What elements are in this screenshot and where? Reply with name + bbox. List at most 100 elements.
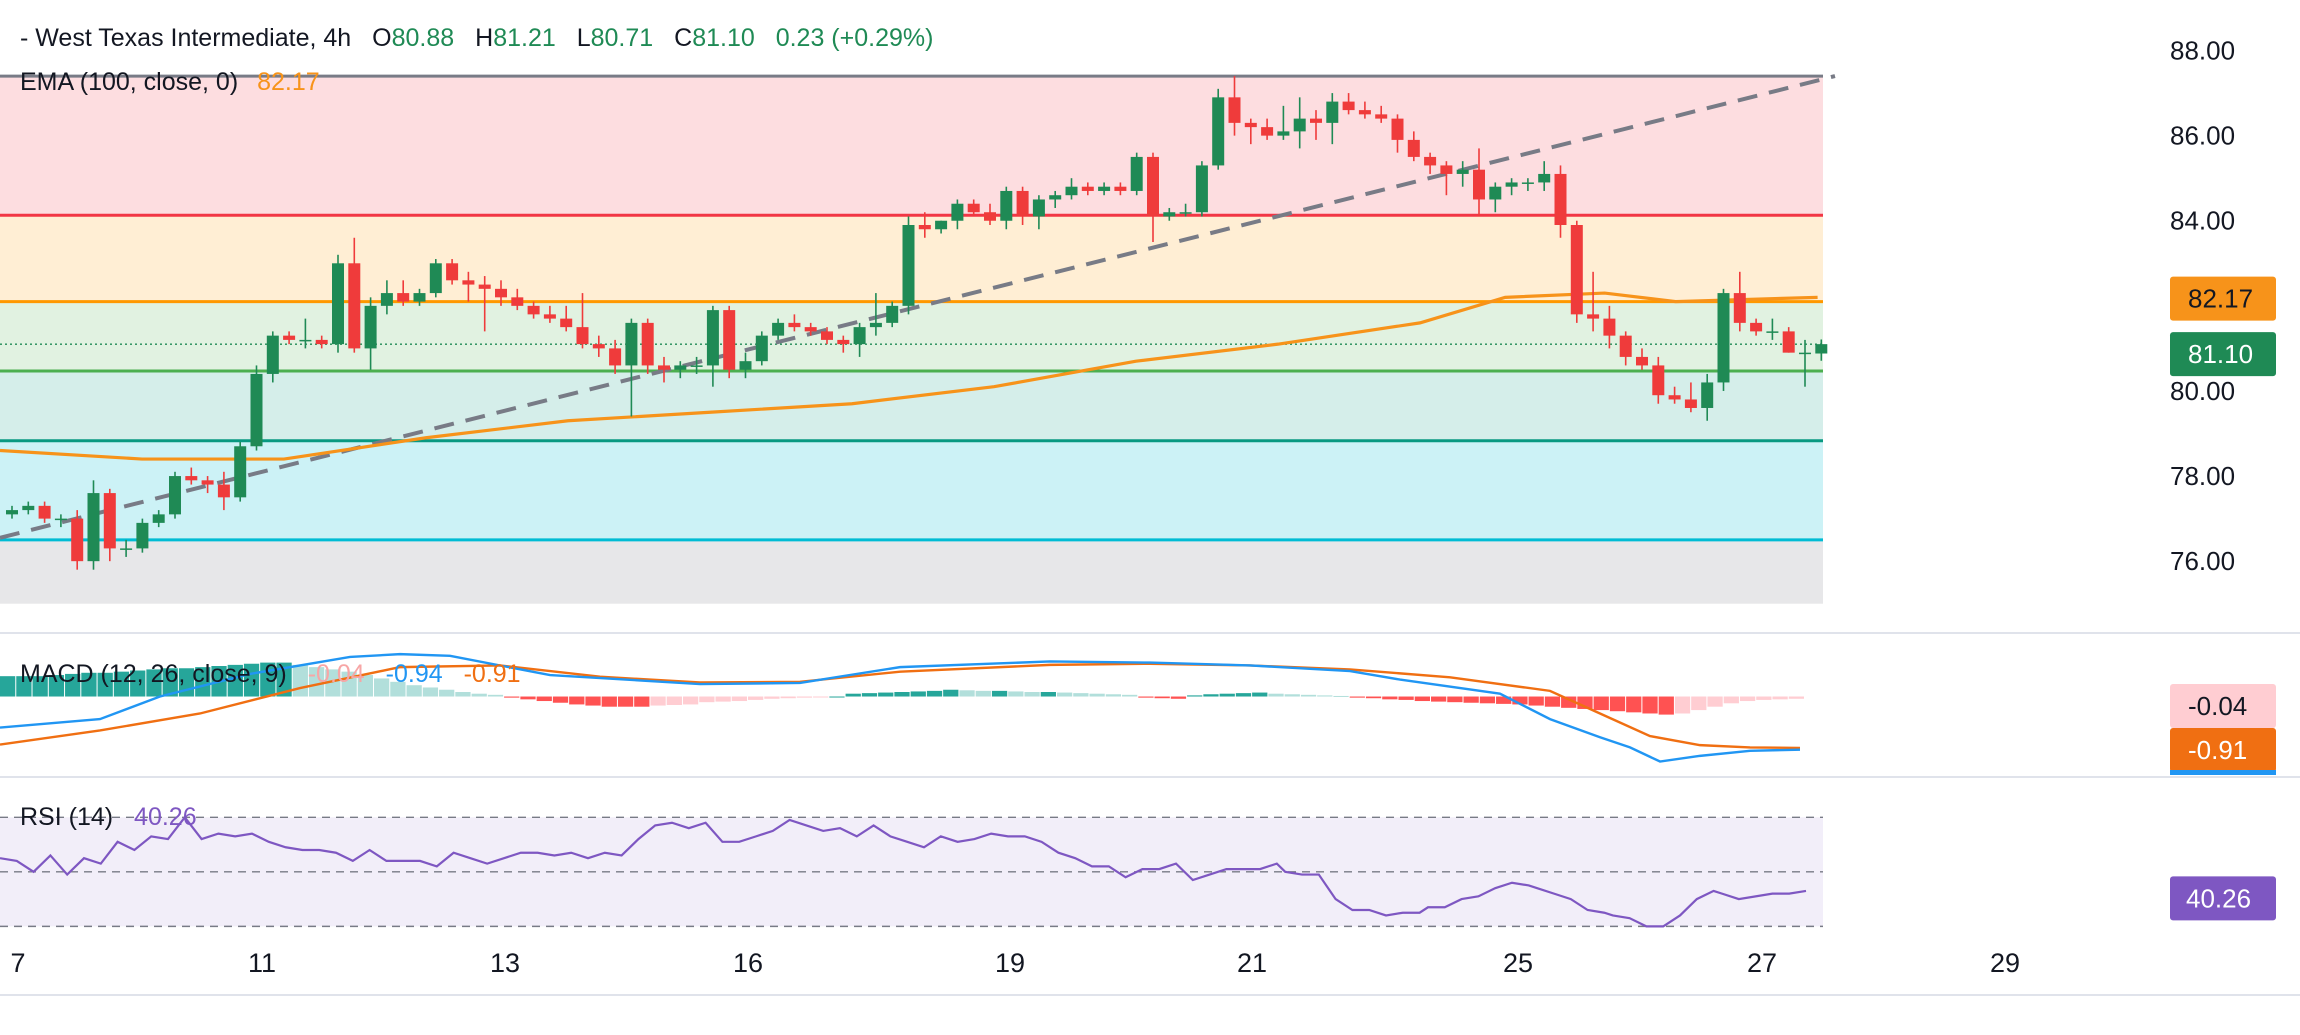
- macd-signal-tag: -0.91: [2170, 728, 2276, 772]
- macd-histogram-bar: [308, 667, 325, 697]
- candle: [511, 288, 524, 311]
- candle-body: [886, 305, 899, 323]
- candle-body: [1587, 314, 1600, 319]
- candle-body: [1538, 173, 1551, 183]
- candle: [1603, 305, 1616, 349]
- candle-body: [1750, 322, 1763, 332]
- ema-label: EMA (100, close, 0): [20, 68, 238, 96]
- candle-body: [527, 305, 540, 315]
- price-tick-label: 86.00: [2170, 121, 2235, 151]
- fib-zone-0: [0, 76, 1823, 216]
- macd-histogram-bar: [65, 673, 81, 697]
- macd-histogram-bar: [1122, 694, 1138, 697]
- candle-body: [755, 335, 768, 362]
- candle: [1293, 97, 1306, 149]
- macd-histogram-bar: [422, 687, 439, 697]
- candle: [152, 510, 165, 528]
- candle-body: [804, 327, 817, 332]
- candle: [690, 356, 703, 374]
- macd-histogram-bar: [81, 672, 97, 697]
- candle: [462, 271, 475, 302]
- macd-histogram-bar: [634, 696, 650, 707]
- macd-histogram-bar: [1739, 696, 1756, 702]
- macd-histogram-bar: [1561, 696, 1577, 708]
- candle-body: [690, 365, 703, 367]
- macd-histogram-bar: [617, 696, 634, 707]
- macd-pane: -0.04 -0.91: [0, 652, 2276, 775]
- price-axis[interactable]: 88.0086.0084.0082.0080.0078.0076.0082.17…: [2170, 36, 2276, 577]
- time-tick-label: 21: [1237, 948, 1267, 978]
- candle: [1081, 182, 1094, 196]
- macd-line-value: -0.94: [386, 660, 443, 688]
- candle: [1652, 356, 1665, 404]
- price-tick-label: 84.00: [2170, 206, 2235, 236]
- candle-body: [299, 339, 312, 342]
- candle: [234, 442, 247, 502]
- candle: [1326, 93, 1339, 145]
- trendline: [0, 74, 1836, 540]
- candle: [1261, 118, 1274, 140]
- macd-histogram-bar: [1317, 695, 1333, 697]
- macd-histogram-bar: [1414, 696, 1430, 702]
- candle: [1130, 152, 1143, 196]
- candle: [1456, 161, 1469, 187]
- candle-body: [1684, 399, 1697, 408]
- candle: [1766, 318, 1779, 340]
- macd-histogram-bar: [1040, 692, 1056, 697]
- candle: [332, 254, 344, 353]
- macd-histogram-bar: [1365, 696, 1382, 699]
- macd-histogram-bar: [1073, 693, 1089, 697]
- candle-body: [54, 518, 67, 521]
- candle-body: [592, 344, 605, 349]
- time-axis[interactable]: 7 11 13 16 19 21 25 27 29: [10, 948, 2020, 978]
- price-tick-label: 80.00: [2170, 376, 2235, 406]
- candle-body: [1032, 199, 1045, 217]
- candle: [1000, 186, 1013, 230]
- macd-histogram-bar: [829, 696, 845, 698]
- open-value: 80.88: [392, 24, 455, 52]
- macd-histogram-bar: [845, 693, 861, 697]
- macd-histogram-bar: [731, 696, 748, 702]
- candle: [609, 339, 622, 374]
- candle: [1668, 386, 1681, 404]
- candle-body: [1326, 101, 1339, 123]
- candle-body: [380, 293, 393, 306]
- macd-histogram-bar: [1691, 696, 1707, 711]
- candle: [1065, 178, 1078, 200]
- macd-histogram-bar: [1674, 696, 1691, 714]
- candle: [413, 288, 426, 306]
- candle: [364, 297, 377, 370]
- candle: [1032, 195, 1045, 230]
- macd-histogram-bar: [1707, 696, 1723, 707]
- candle-body: [1701, 382, 1714, 408]
- timeframe: 4h: [323, 24, 351, 52]
- candle: [120, 539, 133, 557]
- macd-histogram-bar: [292, 664, 308, 697]
- candle: [1489, 182, 1502, 213]
- candle-body: [1195, 165, 1208, 213]
- high-label: H: [475, 24, 493, 52]
- macd-histogram-bar: [1463, 696, 1479, 703]
- candle: [918, 212, 931, 238]
- candle-body: [543, 314, 556, 319]
- macd-histogram-bar: [1642, 696, 1658, 714]
- candle: [299, 318, 312, 349]
- candle: [723, 305, 736, 379]
- candle-body: [217, 484, 230, 498]
- candle-body: [71, 518, 84, 562]
- candle-body: [1570, 225, 1583, 315]
- candle: [1049, 190, 1062, 208]
- candle-body: [266, 335, 279, 374]
- candle: [1016, 186, 1029, 225]
- candle-body: [853, 327, 866, 345]
- candle-body: [1163, 212, 1176, 217]
- macd-histogram-bar: [764, 696, 780, 699]
- candle-body: [1652, 365, 1665, 396]
- candle: [315, 335, 328, 349]
- candle: [1407, 131, 1420, 162]
- macd-histogram-bar: [894, 692, 910, 697]
- candle-body: [364, 305, 377, 349]
- macd-histogram-bar: [975, 690, 991, 697]
- candle: [1799, 339, 1811, 387]
